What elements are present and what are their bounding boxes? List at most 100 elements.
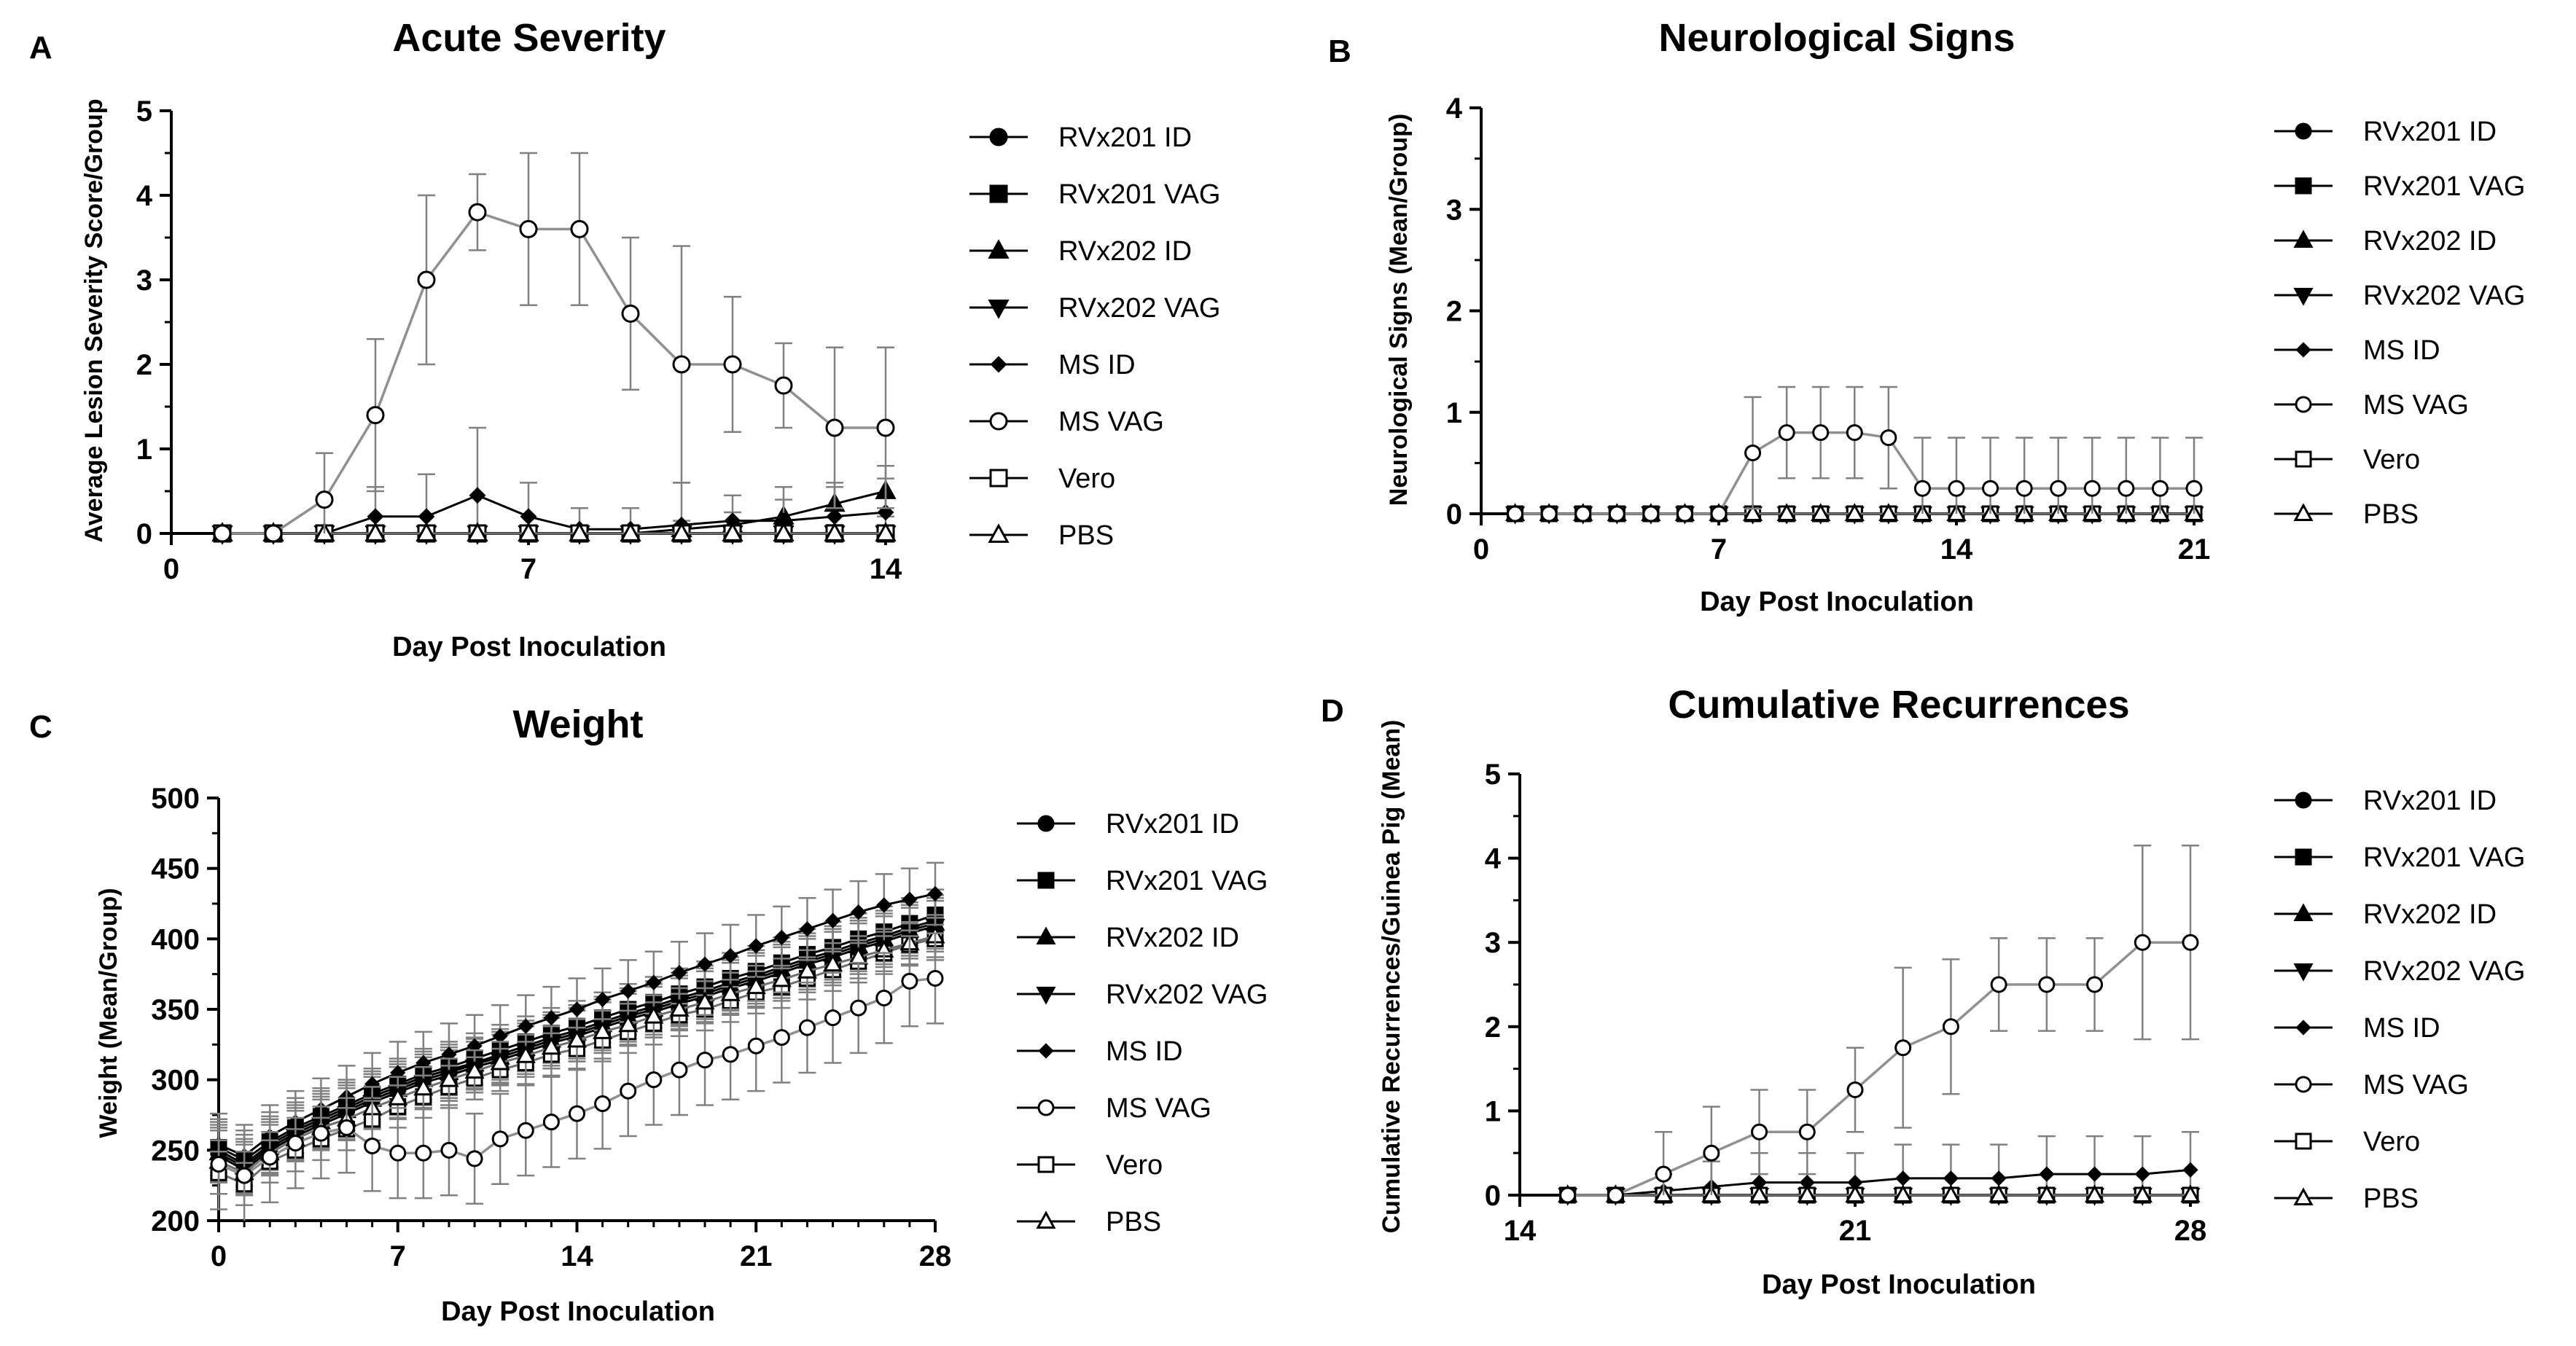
panel-b-legend-label: RVx202 VAG (2363, 281, 2526, 311)
panel-c-point (851, 904, 867, 920)
panel-c-series-pbs (208, 914, 945, 1195)
panel-d-point (1751, 1123, 1768, 1140)
panel-d-ytick-label: 1 (1485, 1095, 1501, 1127)
panel-c-point (902, 891, 918, 907)
panel-a-point (773, 522, 795, 541)
panel-b-point (1811, 503, 1831, 521)
panel-a-title: Acute Severity (392, 16, 666, 60)
panel-d-legend-label: RVx201 VAG (2363, 842, 2526, 873)
panel-d-point (1991, 1170, 2007, 1186)
panel-a-point (518, 522, 539, 541)
panel-c-point (798, 1019, 816, 1036)
panel-b-legend-label: MS VAG (2363, 390, 2469, 420)
panel-c-point (722, 1046, 739, 1063)
panel-d-ytick-label: 5 (1485, 759, 1501, 791)
panel-a-ylabel: Average Lesion Severity Score/Group (80, 98, 108, 542)
panel-b-legend-item-rvx202-id: RVx202 ID (2274, 226, 2497, 257)
panel-d-point (1845, 1184, 1865, 1202)
panel-c-point (312, 1124, 329, 1142)
panel-a-point (876, 418, 895, 437)
panel-a-point (315, 490, 334, 509)
panel-d-series-ms-vag (1559, 845, 2199, 1204)
panel-c-point (646, 974, 662, 990)
panel-c-point (440, 1141, 458, 1159)
panel-a-legend-label: MS VAG (1058, 407, 1164, 437)
panel-d-legend-item-rvx201-vag: RVx201 VAG (2274, 842, 2526, 873)
panel-d-legend-label: RVx202 ID (2363, 899, 2497, 930)
panel-c-xtick-label: 21 (740, 1240, 773, 1272)
panel-d-ytick-label: 0 (1485, 1180, 1501, 1212)
panel-a-xtick-label: 0 (163, 553, 179, 585)
panel-d-legend-marker (2295, 1132, 2312, 1150)
panel-c-point (771, 969, 792, 987)
panel-c-point (415, 1144, 432, 1162)
panel-a-point (620, 522, 641, 541)
panel-d-legend-item-rvx202-vag: RVx202 VAG (2274, 956, 2526, 987)
panel-c-point (620, 983, 636, 999)
panel-c-point (901, 972, 918, 990)
panel-d-point (1988, 1184, 2009, 1202)
panel-b-point (1778, 424, 1795, 442)
panel-d-point (1797, 1184, 1817, 1202)
panel-b-legend-item-rvx201-vag: RVx201 VAG (2274, 171, 2526, 202)
panel-b-point (2050, 480, 2067, 497)
panel-a-legend-item-rvx202-id: RVx202 ID (969, 236, 1192, 267)
panel-a-legend-marker (989, 412, 1008, 431)
panel-c-legend-item-ms-vag: MS VAG (1017, 1093, 1211, 1124)
panel-d-point (2039, 1166, 2055, 1182)
panel-d-point (1559, 1186, 1577, 1204)
panel-d-point (2182, 1162, 2198, 1178)
panel-d-plot: 0 1 2 3 4 5 14 21 28 (1485, 759, 2207, 1247)
panel-b-point (2015, 480, 2033, 497)
panel-b-point (1642, 505, 1660, 523)
panel-b-point (1540, 505, 1558, 523)
panel-c-point (797, 960, 818, 979)
panel-d-point (2182, 934, 2199, 951)
panel-b-xtick-label: 7 (1711, 533, 1727, 566)
panel-a-legend-item-rvx201-id: RVx201 ID (969, 122, 1192, 153)
panel-d-point (2132, 1184, 2152, 1202)
panel-d-point (2085, 1184, 2105, 1202)
panel-c-point (697, 956, 713, 972)
panel-c-point (338, 1119, 356, 1136)
panel-c-point (210, 1156, 227, 1173)
panel-b-ytick-label: 1 (1446, 397, 1462, 429)
panel-c-point (927, 885, 943, 902)
panel-d-point (1893, 1184, 1913, 1202)
panel-c-ytick-label: 500 (151, 783, 200, 815)
panel-d-legend-label: RVx202 VAG (2363, 956, 2526, 987)
panel-a-plot: 0 1 2 3 4 5 0 7 14 (136, 95, 902, 585)
panel-c-series-ms-vag (210, 932, 944, 1221)
panel-b-legend-item-ms-id: MS ID (2274, 335, 2440, 366)
panel-c-legend-item-rvx202-vag: RVx202 VAG (1017, 979, 1268, 1010)
panel-b-legend-marker (2295, 450, 2312, 468)
panel-c-point (695, 991, 715, 1010)
panel-b-point (1744, 444, 1762, 461)
panel-c-point (773, 1029, 790, 1046)
panel-a-point (366, 406, 385, 425)
panel-a-xtick-label: 7 (520, 553, 536, 585)
panel-d-point (1607, 1186, 1624, 1204)
panel-a-legend-item-rvx201-vag: RVx201 VAG (969, 179, 1221, 210)
panel-a-legend-item-pbs: PBS (969, 520, 1114, 551)
panel-d-xtick-label: 14 (1504, 1215, 1537, 1247)
panel-a-point (672, 355, 691, 374)
panel-b-ytick-label: 4 (1446, 93, 1463, 125)
panel-c-legend-marker (1037, 815, 1055, 832)
panel-d-point (2086, 976, 2104, 993)
panel-b-point (1948, 480, 1965, 497)
panel-c-point (413, 1077, 434, 1096)
panel-c-point (747, 1037, 765, 1055)
panel-a-point (722, 522, 743, 541)
panel-d-legend-marker (2293, 963, 2314, 982)
panel-d-point (1798, 1123, 1816, 1140)
panel-c-point (926, 969, 944, 987)
panel-b-point (1880, 429, 1897, 447)
panel-c-legend-marker (1036, 1210, 1056, 1229)
panel-d-point (1749, 1184, 1770, 1202)
panel-b-point (2185, 480, 2203, 497)
panel-a-point (519, 219, 538, 238)
panel-d-ylabel: Cumulative Recurrences/Guinea Pig (Mean) (1378, 720, 1405, 1234)
panel-a-ytick-label: 0 (136, 518, 152, 550)
